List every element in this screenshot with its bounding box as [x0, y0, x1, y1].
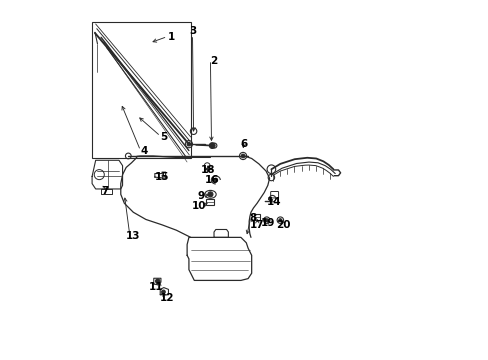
- Text: 10: 10: [192, 201, 206, 211]
- Text: 3: 3: [188, 26, 196, 36]
- Text: 18: 18: [200, 165, 214, 175]
- Bar: [206, 199, 214, 205]
- Text: 7: 7: [101, 186, 108, 197]
- Text: 1: 1: [167, 32, 174, 41]
- Circle shape: [214, 178, 217, 182]
- Text: 13: 13: [125, 231, 140, 240]
- Bar: [92, 22, 190, 158]
- Circle shape: [162, 290, 165, 294]
- Circle shape: [207, 192, 212, 197]
- Circle shape: [278, 219, 281, 222]
- Text: 14: 14: [266, 197, 281, 207]
- Text: 2: 2: [210, 56, 217, 66]
- Circle shape: [241, 154, 244, 158]
- Text: 19: 19: [260, 218, 274, 228]
- Circle shape: [265, 219, 267, 222]
- Text: 17: 17: [249, 220, 264, 230]
- Text: 12: 12: [159, 293, 174, 303]
- Text: 16: 16: [204, 175, 219, 185]
- Text: 11: 11: [148, 282, 163, 292]
- Text: 20: 20: [275, 220, 290, 230]
- Circle shape: [155, 279, 160, 283]
- Text: 8: 8: [249, 213, 257, 222]
- Text: 15: 15: [155, 172, 169, 182]
- Text: 9: 9: [197, 191, 204, 201]
- Text: 5: 5: [160, 132, 167, 142]
- Circle shape: [187, 142, 190, 146]
- Circle shape: [209, 143, 215, 148]
- Text: 4: 4: [140, 146, 147, 156]
- Text: 6: 6: [240, 139, 247, 149]
- Bar: [254, 214, 260, 220]
